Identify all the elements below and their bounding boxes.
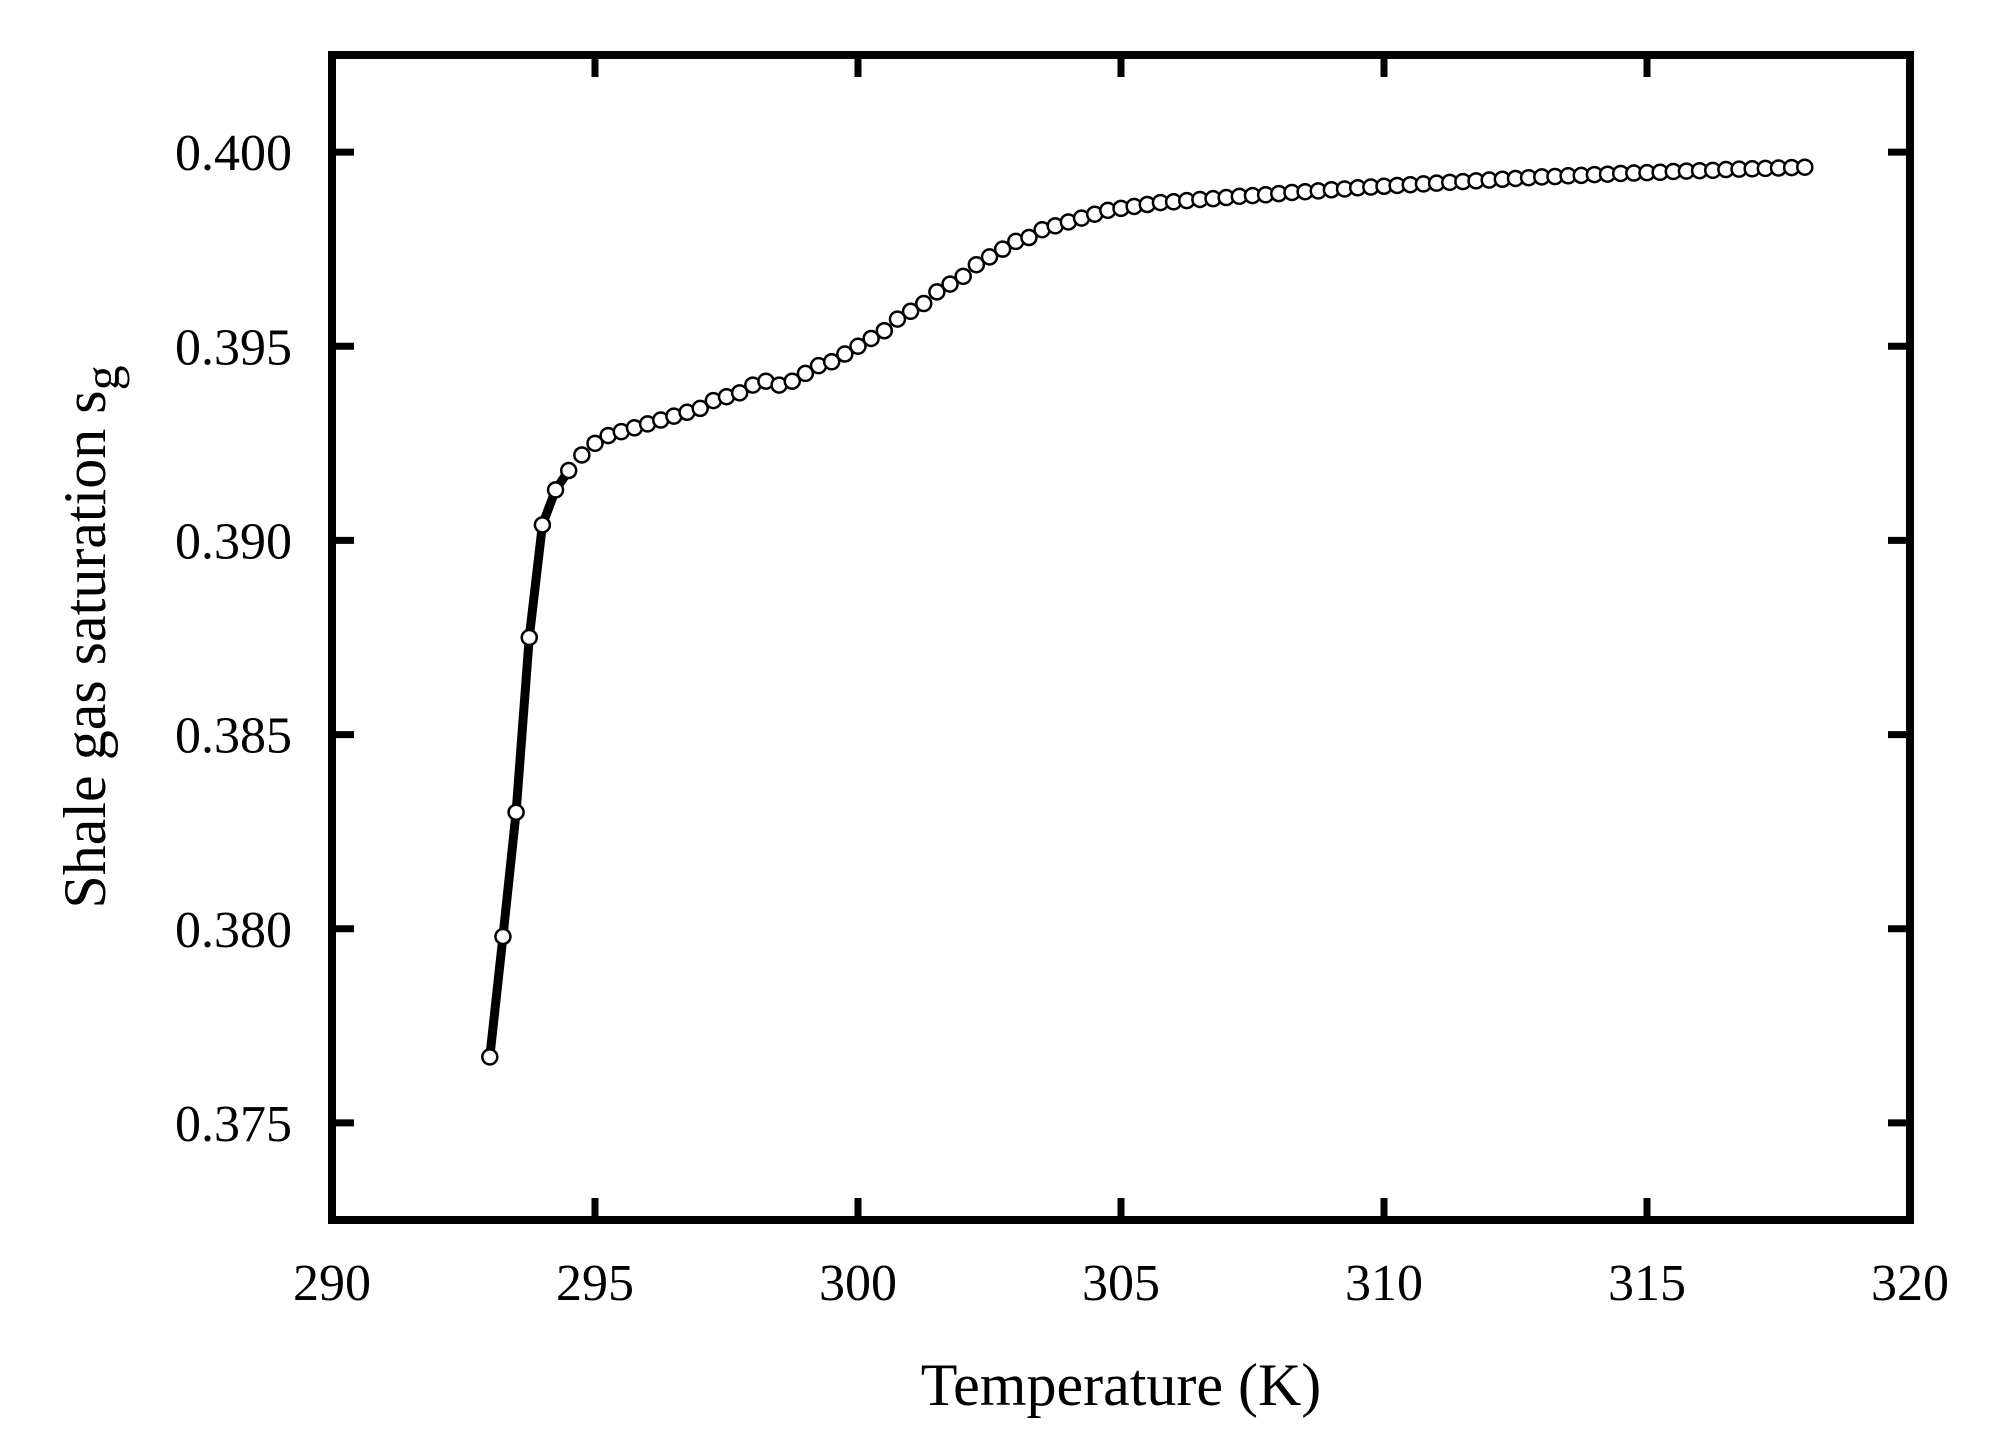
tick-layer: 290 295 300 305 310 315 320 0.375 0.380 0.385 0.39… (175, 55, 1949, 1312)
plot-frame (328, 51, 1914, 1224)
series-0-point-33 (915, 294, 933, 313)
y-axis-title-subscript: g (74, 365, 130, 390)
series-0-point-2 (507, 803, 525, 821)
series-0-point-24 (796, 364, 815, 383)
series-0-point-1 (494, 927, 512, 946)
series-0-point-19 (730, 384, 749, 402)
x-tick-label-6: 320 (1871, 1255, 1949, 1312)
series-0-point-32 (901, 302, 920, 321)
series-0-point-23 (783, 372, 801, 390)
y-tick-label-4: 0.395 (175, 319, 292, 376)
y-axis-title: Shale gas saturation sg (52, 365, 130, 908)
series-0-point-26 (822, 353, 841, 371)
series-layer (481, 158, 1814, 1066)
series-0-point-28 (849, 337, 867, 355)
y-tick-label-0: 0.375 (175, 1096, 292, 1153)
x-tick-label-3: 305 (1082, 1255, 1160, 1312)
x-tick-label-0: 290 (293, 1255, 371, 1312)
series-0-point-6 (559, 461, 578, 480)
series-0-point-4 (533, 516, 552, 534)
series-0-point-37 (967, 255, 986, 274)
series-0-point-7 (573, 446, 591, 464)
x-tick-label-1: 295 (556, 1255, 634, 1312)
y-tick-label-5: 0.400 (175, 125, 292, 182)
series-0-point-8 (586, 434, 604, 453)
x-tick-label-5: 315 (1608, 1255, 1686, 1312)
series-0-point-29 (862, 329, 880, 348)
series-0-point-34 (928, 283, 946, 301)
series-0-point-5 (546, 481, 565, 499)
series-0-point-16 (691, 399, 709, 418)
series-0-line (485, 466, 574, 1062)
series-0-point-3 (520, 628, 538, 647)
series-0-point-41 (1020, 228, 1038, 247)
x-tick-label-4: 310 (1345, 1255, 1423, 1312)
series-0-point-31 (888, 310, 907, 328)
y-tick-label-1: 0.380 (175, 902, 292, 959)
series-0-point-35 (941, 275, 959, 293)
y-tick-label-3: 0.390 (175, 513, 292, 570)
series-0-point-38 (980, 248, 999, 266)
series-0-point-39 (993, 240, 1012, 258)
series-0-point-36 (954, 267, 972, 286)
series-0-point-100 (1796, 158, 1814, 176)
series-0-point-27 (836, 345, 854, 363)
y-tick-label-2: 0.385 (175, 708, 292, 765)
y-axis-title-main: Shale gas saturation s (52, 390, 118, 908)
x-axis-title: Temperature (K) (921, 1352, 1322, 1418)
x-tick-label-2: 300 (819, 1255, 897, 1312)
series-0-point-30 (875, 321, 894, 340)
series-0-point-0 (481, 1048, 499, 1066)
